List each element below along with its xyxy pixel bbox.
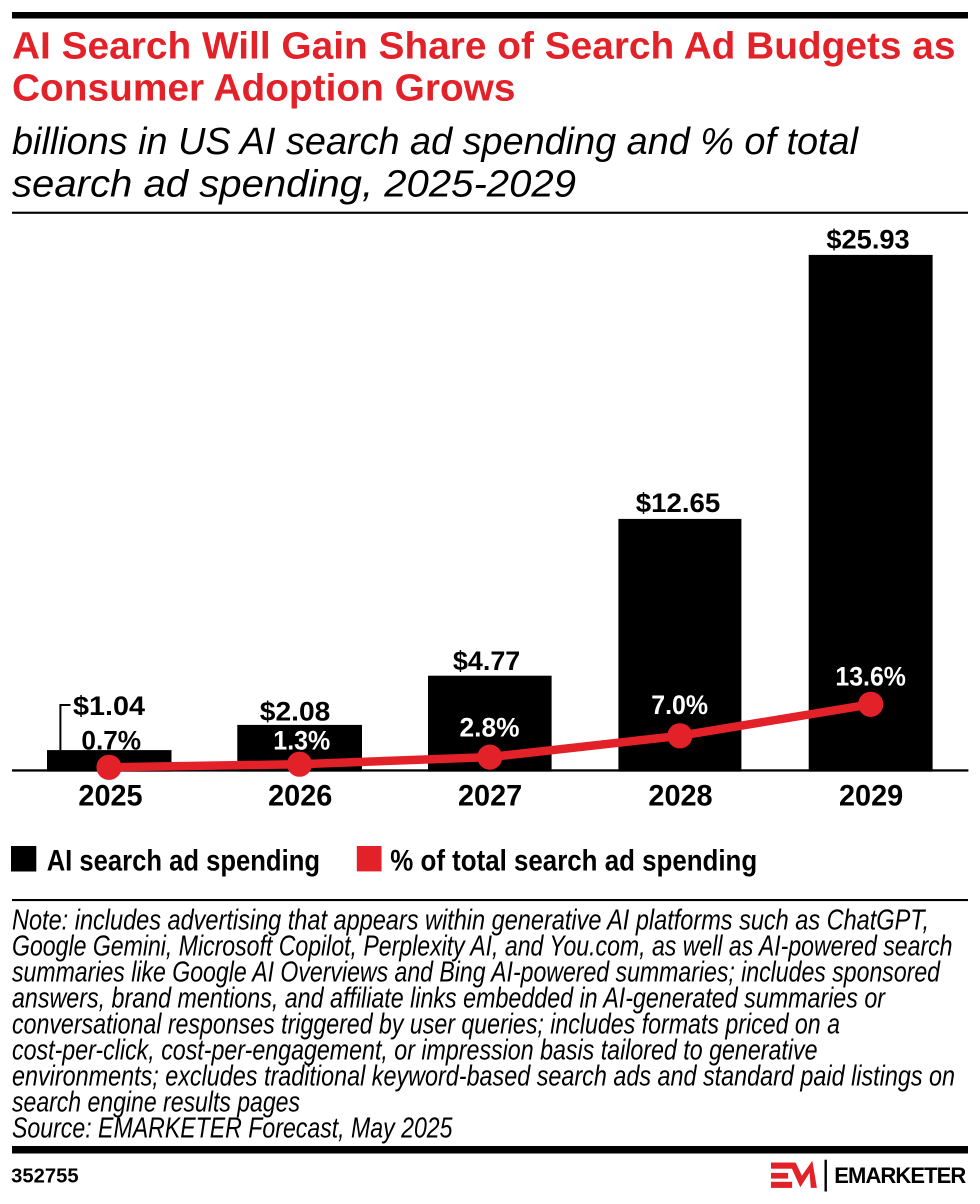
svg-text:Note: includes advertising tha: Note: includes advertising that appears … [12, 905, 929, 937]
svg-text:$25.93: $25.93 [826, 224, 909, 254]
svg-text:2026: 2026 [268, 780, 332, 813]
svg-text:answers, brand mentions, and a: answers, brand mentions, and affiliate l… [12, 983, 886, 1015]
svg-text:AI search ad spending: AI search ad spending [47, 845, 320, 878]
svg-text:2.8%: 2.8% [460, 712, 520, 742]
svg-text:summaries like Google AI Overv: summaries like Google AI Overviews and B… [12, 957, 941, 989]
svg-text:Consumer Adoption Grows: Consumer Adoption Grows [12, 68, 516, 110]
svg-text:billions in US AI search ad sp: billions in US AI search ad spending and… [12, 121, 860, 163]
svg-text:conversational responses trigg: conversational responses triggered by us… [12, 1009, 840, 1041]
svg-text:2027: 2027 [458, 780, 522, 813]
svg-text:$1.04: $1.04 [73, 691, 145, 721]
svg-text:2028: 2028 [648, 780, 712, 813]
svg-text:2029: 2029 [839, 780, 903, 813]
svg-text:environments; excludes traditi: environments; excludes traditional keywo… [12, 1061, 955, 1093]
svg-text:Google Gemini, Microsoft Copil: Google Gemini, Microsoft Copilot, Perple… [12, 931, 953, 963]
svg-text:EMARKETER: EMARKETER [834, 1163, 967, 1188]
svg-text:0.7%: 0.7% [81, 726, 141, 756]
svg-text:352755: 352755 [11, 1166, 78, 1188]
svg-text:search engine results pages: search engine results pages [12, 1087, 300, 1119]
svg-text:2025: 2025 [78, 780, 142, 813]
svg-text:7.0%: 7.0% [651, 690, 708, 720]
svg-text:AI Search Will Gain Share of S: AI Search Will Gain Share of Search Ad B… [12, 25, 956, 67]
svg-text:1.3%: 1.3% [273, 725, 330, 755]
svg-text:search ad spending, 2025-2029: search ad spending, 2025-2029 [12, 164, 576, 206]
svg-text:13.6%: 13.6% [835, 662, 906, 692]
svg-text:% of total search ad spending: % of total search ad spending [390, 845, 757, 878]
svg-text:$2.08: $2.08 [260, 697, 331, 727]
svg-text:$12.65: $12.65 [636, 488, 721, 518]
svg-text:$4.77: $4.77 [453, 646, 520, 676]
svg-text:cost-per-click, cost-per-engag: cost-per-click, cost-per-engagement, or … [12, 1035, 818, 1067]
svg-text:Source: EMARKETER Forecast, Ma: Source: EMARKETER Forecast, May 2025 [12, 1113, 453, 1145]
